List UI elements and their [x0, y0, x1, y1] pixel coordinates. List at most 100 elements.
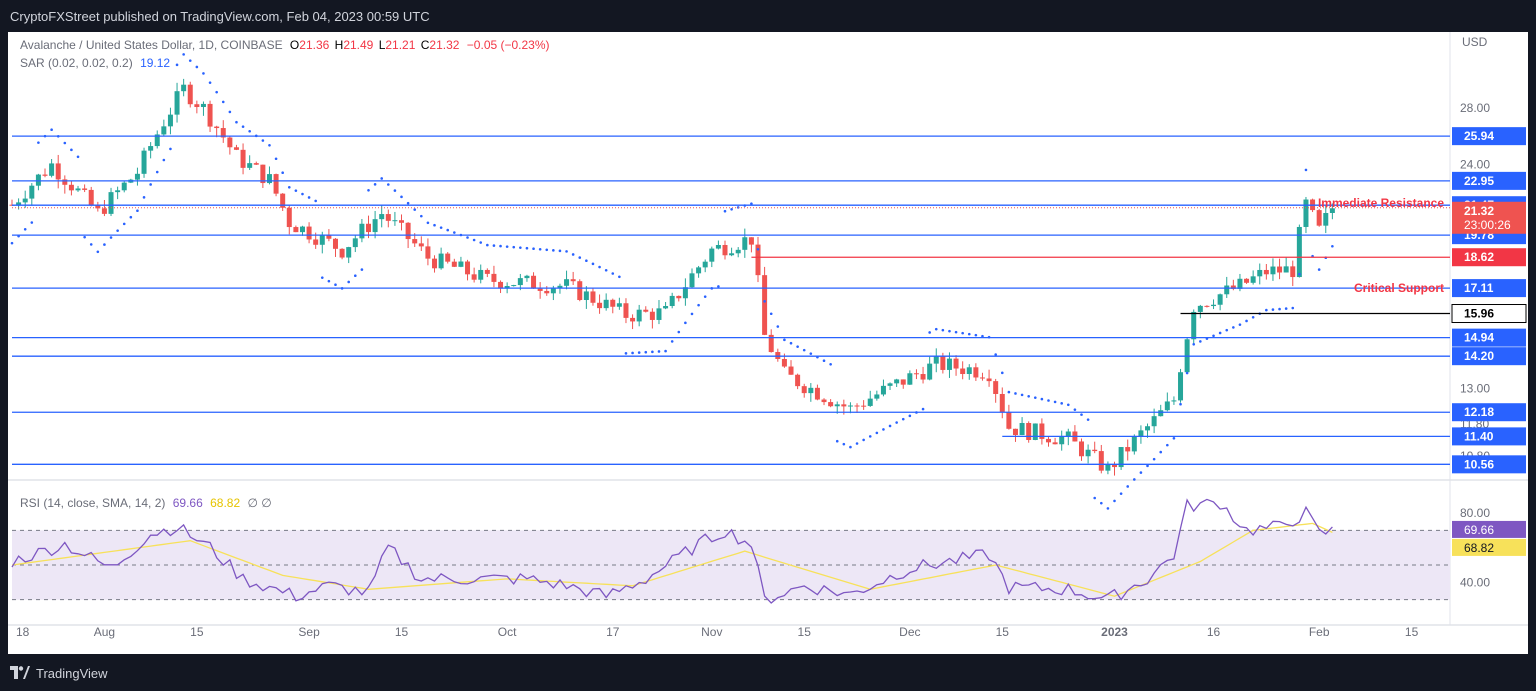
sar-dot [981, 334, 984, 338]
candle-body [1290, 266, 1296, 278]
time-axis-tick: Nov [701, 625, 722, 639]
candle-body [465, 261, 471, 275]
sar-dot [941, 328, 945, 332]
tradingview-brand[interactable]: TradingView [36, 666, 108, 681]
candle-body [504, 286, 510, 289]
sar-dot [70, 148, 73, 152]
symbol-name: Avalanche / United States Dollar, 1D, CO… [20, 38, 283, 52]
sar-dot [1185, 371, 1189, 375]
countdown-text: 23:00:26 [1464, 218, 1511, 232]
sar-dot [670, 340, 674, 343]
candle-body [570, 279, 576, 282]
candle-body [1112, 464, 1118, 468]
level-price-label [1452, 427, 1526, 446]
legend-high-label: H [334, 38, 344, 52]
time-axis-tick: 2023 [1101, 625, 1128, 639]
candle-body [973, 367, 979, 378]
chart-canvas[interactable]: USD28.0024.0013.0011.8010.8025.9422.9521… [8, 32, 1528, 654]
level-price-label [1452, 248, 1526, 267]
rsi-sma-line [11, 522, 1333, 597]
time-axis-tick: 18 [16, 625, 30, 639]
level-price-label [1452, 279, 1526, 298]
sar-dot [657, 350, 661, 353]
sar-label: SAR (0.02, 0.02, 0.2) [20, 56, 133, 70]
sar-dot [948, 329, 951, 333]
candle-body [1171, 400, 1177, 402]
sar-dot [677, 330, 681, 334]
candle-body [682, 287, 688, 299]
sar-dot [961, 331, 964, 335]
sar-dot [23, 227, 27, 231]
candle-body [1098, 451, 1104, 471]
candle-body [537, 288, 543, 291]
candle-body [1092, 449, 1098, 452]
sar-dot [1086, 418, 1090, 421]
candle-body [834, 404, 840, 407]
rsi-line [11, 498, 1333, 604]
rsi-current-text: 69.66 [1464, 523, 1494, 537]
candle-body [768, 334, 774, 353]
candle-body [993, 381, 999, 394]
candle-body [405, 222, 411, 240]
candle-body [399, 220, 405, 223]
sar-dot [875, 431, 879, 435]
candle-body [194, 104, 200, 108]
sar-dot [690, 312, 694, 316]
level-price-text: 15.96 [1464, 307, 1494, 321]
level-annotation: Critical Support [1354, 281, 1444, 295]
candle-body [1263, 269, 1269, 275]
sar-dot [1317, 268, 1321, 271]
candle-body [240, 149, 246, 168]
candle-body [907, 373, 913, 385]
sar-dot [1232, 326, 1235, 329]
sar-dot [1298, 272, 1301, 276]
candle-body [1237, 278, 1243, 289]
candle-body [597, 302, 603, 309]
sar-dot [142, 196, 146, 199]
sar-dot [320, 276, 324, 279]
candle-body [1032, 423, 1038, 440]
sar-dot [1212, 334, 1215, 338]
sar-dot [901, 417, 905, 421]
sar-dot [380, 177, 384, 180]
legend-close-value: 21.32 [429, 38, 460, 52]
sar-dot [1080, 413, 1083, 416]
candle-body [332, 238, 338, 249]
sar-dot [624, 352, 628, 355]
sar-dot [1126, 485, 1130, 488]
sar-dot [637, 351, 641, 354]
sar-dot [512, 245, 516, 249]
candle-body [42, 174, 48, 176]
candle-body [174, 91, 180, 115]
currency-label: USD [1462, 35, 1488, 49]
candle-body [352, 238, 358, 248]
sar-dot [1251, 316, 1255, 319]
candle-body [1059, 437, 1065, 445]
candle-body [649, 311, 655, 320]
candle-body [1178, 372, 1184, 401]
candle-body [999, 393, 1005, 413]
sar-dot [1066, 403, 1070, 407]
sar-dot [182, 53, 185, 56]
candle-body [887, 383, 893, 386]
candle-body [1019, 423, 1025, 436]
sar-dot [1245, 319, 1248, 323]
sar-dot [63, 141, 67, 145]
sar-dot [1331, 244, 1334, 248]
level-price-label [1452, 455, 1526, 474]
rsi-sma-value: 68.82 [210, 496, 241, 510]
level-price-label [1452, 171, 1526, 190]
candle-body [134, 173, 140, 180]
rsi-extra: ∅ ∅ [247, 496, 272, 510]
candle-body [115, 190, 121, 193]
sar-dot [466, 236, 469, 239]
chart-frame[interactable]: USD28.0024.0013.0011.8010.8025.9422.9521… [8, 32, 1528, 654]
sar-dot [717, 285, 720, 288]
sar-dot [1027, 394, 1030, 398]
candle-body [524, 275, 530, 279]
tradingview-logo-icon[interactable] [10, 666, 30, 682]
sar-dot [393, 189, 397, 192]
sar-dot [1014, 392, 1017, 395]
sar-dot [301, 192, 304, 196]
sar-dot [974, 333, 978, 337]
